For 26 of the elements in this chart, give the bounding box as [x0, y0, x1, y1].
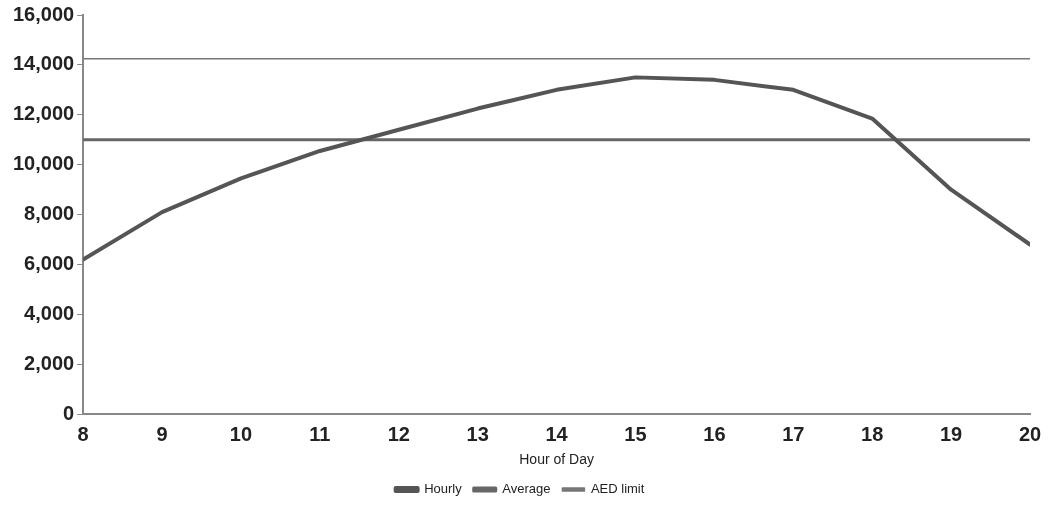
y-tick-label: 2,000: [24, 351, 75, 374]
y-tick-label: 16,000: [13, 2, 75, 25]
x-tick-label: 8: [77, 422, 89, 445]
y-tick-label: 12,000: [13, 102, 75, 125]
x-tick-label: 10: [229, 422, 253, 445]
x-tick-label: 20: [1018, 422, 1042, 445]
x-tick-label: 13: [466, 422, 489, 445]
x-tick-label: 18: [861, 422, 884, 445]
x-tick-label: 14: [545, 422, 569, 445]
legend-label: AED limit: [590, 481, 645, 497]
y-tick-label: 4,000: [24, 301, 75, 324]
x-tick-label: 16: [703, 422, 726, 445]
y-tick-label: 14,000: [13, 52, 75, 75]
y-tick-label: 0: [63, 401, 75, 424]
x-axis-title: Hour of Day: [519, 451, 594, 468]
x-tick-label: 9: [156, 422, 168, 445]
legend-label: Hourly: [424, 481, 463, 497]
y-tick-label: 10,000: [13, 152, 75, 175]
x-tick-label: 11: [309, 422, 331, 445]
x-tick-label: 19: [939, 422, 963, 445]
legend-label: Average: [502, 481, 551, 497]
y-tick-label: 8,000: [24, 202, 75, 225]
y-tick-label: 6,000: [24, 252, 75, 275]
x-tick-label: 15: [624, 422, 647, 445]
x-tick-label: 12: [387, 422, 410, 445]
x-tick-label: 17: [782, 422, 805, 445]
